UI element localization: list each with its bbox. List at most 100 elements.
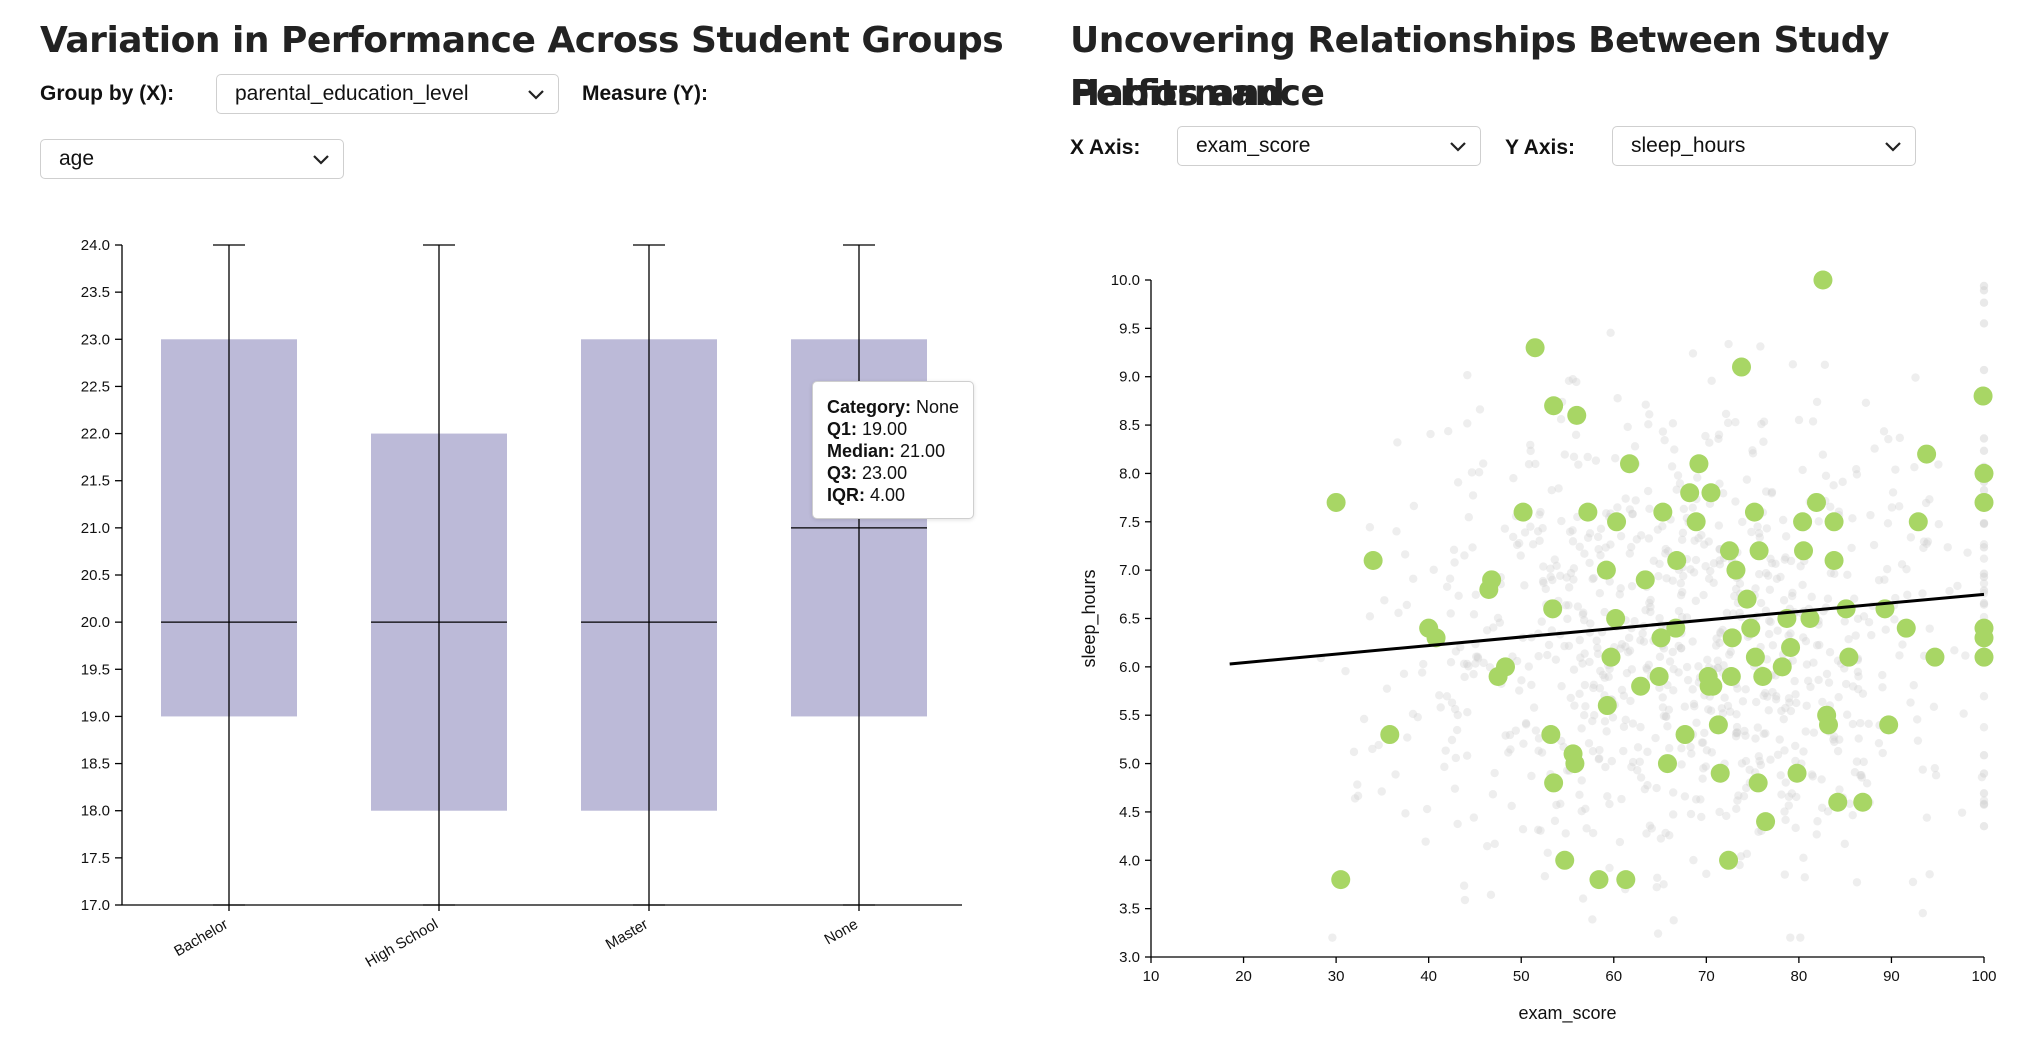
background-point	[1526, 522, 1535, 531]
y-axis-select[interactable]: sleep_hours	[1612, 126, 1916, 166]
background-point	[1707, 376, 1716, 385]
background-point	[1606, 328, 1615, 338]
background-point	[1791, 823, 1800, 833]
background-point	[1635, 757, 1644, 766]
data-point	[1631, 676, 1651, 696]
background-point	[1619, 691, 1629, 700]
background-point	[1897, 560, 1907, 569]
background-point	[1595, 589, 1605, 598]
background-point	[1534, 734, 1544, 743]
background-point	[1979, 579, 1989, 588]
background-point	[1765, 585, 1775, 594]
data-point	[1772, 657, 1792, 677]
background-point	[1979, 799, 1989, 809]
background-point	[1950, 646, 1959, 655]
background-point	[1723, 418, 1733, 428]
background-point	[1636, 636, 1645, 645]
data-point	[1667, 550, 1687, 570]
background-point	[1781, 553, 1790, 562]
background-point	[1694, 534, 1703, 543]
data-point	[1925, 647, 1945, 667]
background-point	[1512, 656, 1522, 666]
background-point	[1903, 590, 1912, 600]
background-point	[1493, 613, 1503, 623]
background-point	[1854, 684, 1863, 694]
background-point	[1677, 744, 1686, 753]
background-point	[1400, 550, 1410, 559]
background-point	[1723, 701, 1733, 711]
background-point	[1878, 670, 1887, 680]
x-tick-label: 70	[1698, 968, 1715, 985]
measure-select[interactable]: age	[40, 139, 344, 179]
background-point	[1706, 706, 1716, 715]
background-point	[1780, 807, 1789, 816]
background-point	[1707, 748, 1717, 757]
x-axis-select[interactable]: exam_score	[1177, 126, 1481, 166]
background-point	[1628, 509, 1637, 518]
background-point	[1500, 524, 1510, 533]
background-point	[1534, 746, 1543, 756]
background-point	[1764, 616, 1774, 626]
box-plot-chart: 17.0 17.5 18.0 18.5 19.0 19.5 20.0 20.5 21.0 21.5…	[81, 237, 962, 971]
data-point	[1806, 492, 1826, 512]
background-point	[1879, 427, 1889, 436]
data-point	[1753, 667, 1773, 687]
background-point	[1645, 598, 1654, 608]
background-point	[1751, 584, 1760, 593]
background-point	[1890, 615, 1899, 624]
data-point	[1541, 725, 1561, 745]
background-point	[1467, 468, 1477, 477]
background-point	[1436, 703, 1445, 712]
background-point	[1638, 629, 1647, 638]
background-point	[1613, 503, 1622, 512]
background-point	[1442, 692, 1452, 701]
data-point	[1380, 725, 1400, 745]
background-point	[1602, 727, 1611, 736]
background-point	[1636, 722, 1645, 732]
chevron-down-icon	[313, 155, 329, 165]
data-point	[1607, 512, 1627, 532]
box-plot-title: Variation in Performance Across Student …	[40, 20, 1004, 61]
y-tick-label: 8.5	[1119, 417, 1140, 434]
background-point	[1791, 690, 1800, 699]
background-point	[1627, 581, 1637, 591]
background-point	[1393, 438, 1402, 447]
measure-value: age	[59, 147, 95, 170]
background-point	[1883, 519, 1893, 528]
background-point	[1674, 606, 1684, 616]
background-point	[1654, 571, 1663, 581]
background-point	[1596, 666, 1605, 676]
background-point	[1588, 828, 1598, 838]
tooltip-q1-label: Q1:	[827, 419, 858, 439]
y-tick-label: 3.0	[1119, 949, 1140, 966]
background-point	[1802, 701, 1811, 710]
background-point	[1469, 813, 1479, 822]
data-point	[1748, 773, 1768, 793]
background-point	[1571, 430, 1581, 440]
y-tick-label: 22.0	[81, 426, 110, 443]
background-point	[1840, 617, 1849, 626]
background-point	[1569, 564, 1579, 573]
background-point	[1698, 774, 1707, 783]
background-point	[1585, 558, 1594, 568]
background-point	[1536, 507, 1545, 517]
background-point	[1584, 739, 1594, 748]
background-point	[1328, 933, 1337, 942]
group-by-select[interactable]: parental_education_level	[216, 74, 559, 114]
tooltip-iqr-label: IQR:	[827, 485, 865, 505]
background-point	[1809, 728, 1819, 737]
x-tick-label: 30	[1328, 968, 1345, 985]
background-point	[1826, 568, 1836, 578]
data-point	[1781, 638, 1801, 658]
x-axis-label: X Axis:	[1070, 136, 1141, 159]
background-point	[1680, 702, 1690, 711]
background-point	[1891, 593, 1900, 603]
background-point	[1756, 342, 1765, 351]
background-point	[1627, 665, 1637, 674]
background-point	[1887, 503, 1897, 512]
background-point	[1874, 738, 1884, 748]
background-point	[1656, 834, 1666, 843]
background-point	[1577, 776, 1586, 785]
background-point	[1735, 608, 1744, 618]
background-point	[1451, 753, 1461, 763]
